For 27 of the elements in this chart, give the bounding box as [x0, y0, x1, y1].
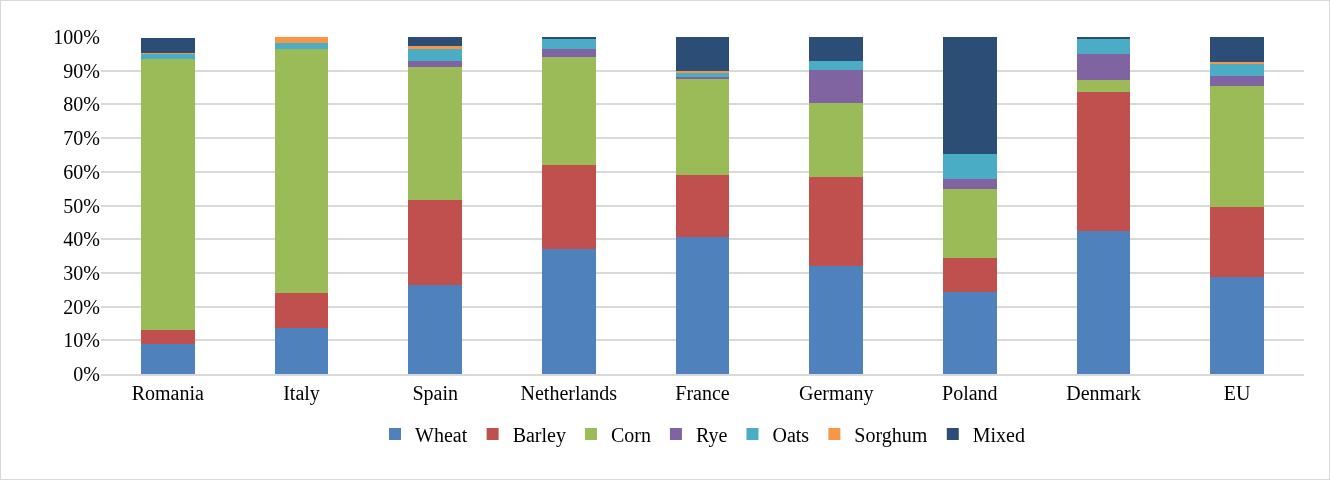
- legend-label: Wheat: [415, 423, 468, 446]
- y-tick-label: 90%: [63, 59, 100, 82]
- x-tick-label: Netherlands: [520, 381, 618, 404]
- x-tick-label: Romania: [131, 381, 205, 404]
- y-tick-label: 100%: [53, 26, 100, 48]
- x-tick-label: Italy: [283, 381, 320, 405]
- y-tick-label: 30%: [63, 261, 100, 284]
- y-tick-label: 20%: [63, 295, 100, 318]
- y-tick-label: 50%: [63, 194, 100, 217]
- y-tick-label: 80%: [63, 93, 100, 116]
- legend-label: Oats: [772, 423, 810, 446]
- x-tick-label: EU: [1223, 381, 1252, 404]
- y-tick-label: 70%: [63, 127, 100, 150]
- x-tick-label: Poland: [942, 381, 998, 404]
- y-tick-label: 0%: [73, 363, 100, 385]
- legend-label: Rye: [695, 423, 728, 447]
- y-tick-label: 40%: [63, 228, 100, 251]
- x-tick-label: France: [675, 381, 730, 404]
- y-tick-label: 10%: [63, 329, 100, 352]
- legend-label: Corn: [610, 423, 651, 446]
- y-tick-label: 60%: [63, 160, 100, 183]
- x-tick-label: Spain: [412, 381, 458, 405]
- legend-label: Barley: [512, 423, 566, 447]
- legend-label: Sorghum: [854, 423, 928, 447]
- x-tick-label: Denmark: [1066, 381, 1141, 404]
- legend-label: Mixed: [972, 423, 1025, 446]
- x-tick-label: Germany: [798, 381, 874, 405]
